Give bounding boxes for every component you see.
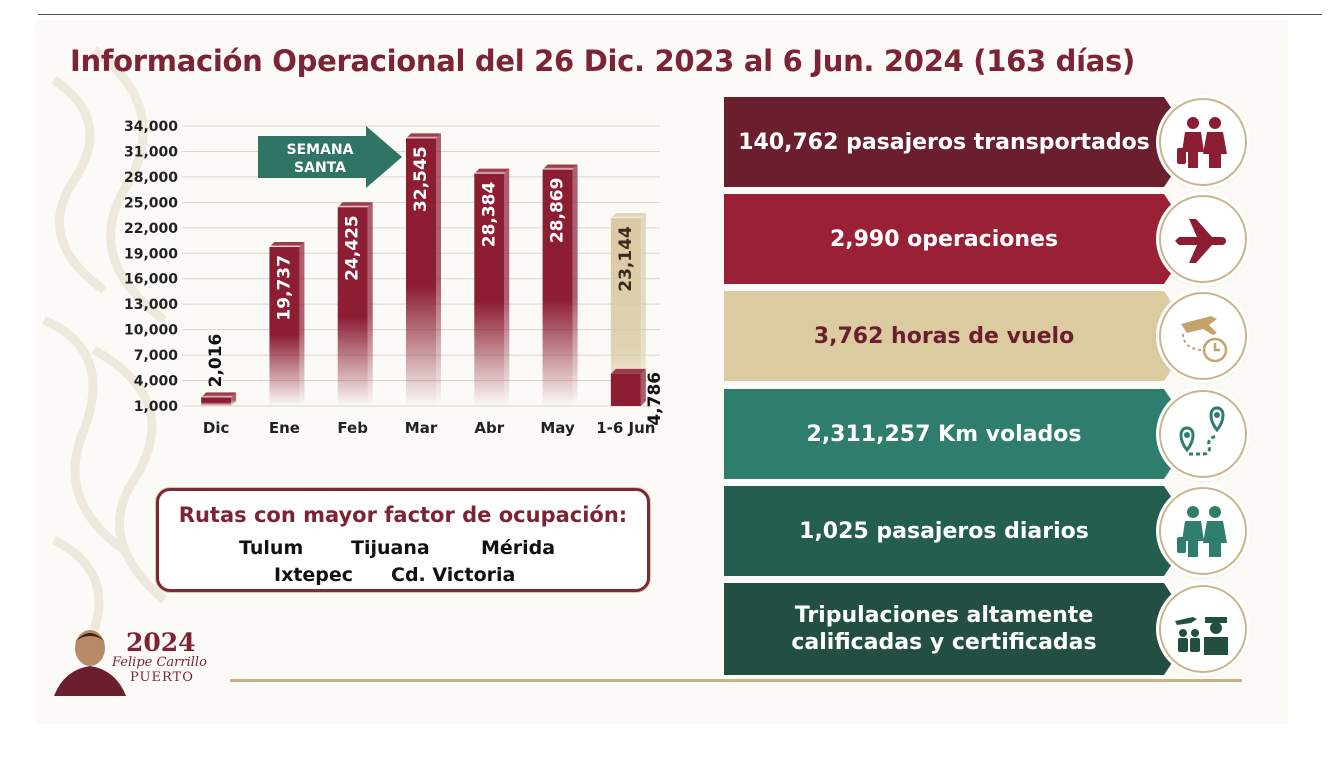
logo-place: PUERTO xyxy=(130,670,194,685)
y-tick-label: 19,000 xyxy=(124,246,178,262)
y-tick-label: 7,000 xyxy=(134,348,179,364)
daily-passengers-icon xyxy=(1159,487,1247,575)
y-tick-label: 1,000 xyxy=(134,399,179,415)
bar-side xyxy=(504,168,510,406)
bar-side xyxy=(572,164,578,406)
stat-km-text: 2,311,257 Km volados xyxy=(806,421,1082,447)
passengers-icon xyxy=(1159,98,1247,186)
y-tick-label: 22,000 xyxy=(124,221,178,237)
stat-flight-hours: 3,762 horas de vuelo xyxy=(724,291,1247,381)
y-tick-label: 13,000 xyxy=(124,297,178,313)
data-label: 24,425 xyxy=(343,215,363,281)
x-tick-label: Ene xyxy=(269,419,300,437)
bar-top xyxy=(269,242,305,248)
x-tick-label: 1-6 Jun xyxy=(596,419,655,437)
bar-side xyxy=(640,368,646,406)
stat-operations: 2,990 operaciones xyxy=(724,194,1247,284)
route-cd-victoria: Cd. Victoria xyxy=(391,564,516,586)
background-pattern xyxy=(42,46,167,632)
bar-top xyxy=(201,392,237,398)
bar xyxy=(542,169,573,406)
y-tick-label: 34,000 xyxy=(124,119,178,135)
data-label: 4,786 xyxy=(645,372,665,426)
crew-icon xyxy=(1159,585,1247,673)
stat-flight-hours-text: 3,762 horas de vuelo xyxy=(813,323,1075,349)
bar xyxy=(269,247,300,406)
data-label: 19,737 xyxy=(274,255,294,321)
stat-crews: Tripulaciones altamente calificadas y ce… xyxy=(724,583,1247,675)
logo-name: Felipe Carrillo xyxy=(112,655,207,670)
annotation-label: SEMANA xyxy=(287,142,354,158)
semana-santa-arrow xyxy=(258,126,402,188)
stat-daily-passengers-text: 1,025 pasajeros diarios xyxy=(799,518,1089,544)
x-tick-label: Dic xyxy=(203,419,229,437)
flight-hours-icon xyxy=(1159,292,1247,380)
stat-km: 2,311,257 Km volados xyxy=(724,389,1247,479)
stat-crews-line1: Tripulaciones altamente xyxy=(794,603,1094,628)
x-tick-label: Mar xyxy=(405,419,438,437)
routes-title: Rutas con mayor factor de ocupación: xyxy=(178,503,628,527)
data-label: 28,869 xyxy=(548,178,568,244)
bar xyxy=(337,207,368,406)
stat-operations-arrow xyxy=(724,194,1194,284)
bar xyxy=(610,373,641,406)
logo-year: 2024 xyxy=(126,628,196,657)
data-label-projected: 23,144 xyxy=(616,226,636,292)
bar-top xyxy=(542,164,578,170)
stat-crews-line2: calificadas y certificadas xyxy=(791,630,1097,655)
bar-side xyxy=(367,202,373,406)
bar-top xyxy=(406,133,441,139)
top-divider xyxy=(38,14,1322,15)
stat-daily-passengers: 1,025 pasajeros diarios xyxy=(724,486,1247,576)
portrait-logo xyxy=(54,630,126,696)
x-tick-label: Abr xyxy=(474,419,504,437)
x-tick-label: Feb xyxy=(337,419,368,437)
bar-top xyxy=(474,168,510,174)
y-tick-label: 31,000 xyxy=(124,144,178,160)
bar-top xyxy=(337,202,373,208)
data-label: 32,545 xyxy=(411,146,431,212)
bar-projected-side xyxy=(640,213,646,406)
stat-km-arrow xyxy=(724,389,1194,479)
bar-projected-top xyxy=(610,213,646,219)
routes-box: Rutas con mayor factor de ocupación: Tul… xyxy=(156,488,650,592)
annotation-label: SANTA xyxy=(294,160,346,176)
stat-operations-text: 2,990 operaciones xyxy=(829,226,1059,252)
bar xyxy=(474,173,505,406)
airplane-icon xyxy=(1159,195,1247,283)
route-pins-icon xyxy=(1159,390,1247,478)
stat-flight-hours-arrow xyxy=(724,291,1194,381)
bar xyxy=(406,138,436,406)
data-label: 2,016 xyxy=(206,334,226,388)
bar-chart: 34,000 31,000 28,000 25,000 22,000 19,000 16,0… xyxy=(124,119,665,437)
y-tick-label: 4,000 xyxy=(134,374,179,390)
x-tick-label: May xyxy=(540,419,575,437)
bottom-divider xyxy=(230,679,1242,682)
stat-passengers-text: 140,762 pasajeros transportados xyxy=(738,129,1150,155)
stat-passengers: 140,762 pasajeros transportados xyxy=(724,97,1247,187)
stat-crews-arrow xyxy=(724,583,1194,675)
route-tijuana: Tijuana xyxy=(351,537,430,559)
stat-daily-passengers-arrow xyxy=(724,486,1194,576)
y-tick-label: 16,000 xyxy=(124,272,178,288)
y-tick-label: 10,000 xyxy=(124,323,178,339)
bar-side xyxy=(436,133,441,406)
bar-side xyxy=(299,242,305,406)
route-ixtepec: Ixtepec xyxy=(274,564,354,586)
route-tulum: Tulum xyxy=(239,537,304,559)
page-title: Información Operacional del 26 Dic. 2023… xyxy=(70,44,1135,78)
route-merida: Mérida xyxy=(481,537,556,559)
y-tick-label: 28,000 xyxy=(124,170,178,186)
y-tick-label: 25,000 xyxy=(124,195,178,211)
bar-side xyxy=(231,392,237,406)
bar-top xyxy=(610,368,646,374)
bar xyxy=(201,397,232,406)
data-label: 28,384 xyxy=(479,181,499,247)
stat-passengers-arrow xyxy=(724,97,1194,187)
stat-crews-text: Tripulaciones altamente calificadas y ce… xyxy=(724,583,1164,675)
